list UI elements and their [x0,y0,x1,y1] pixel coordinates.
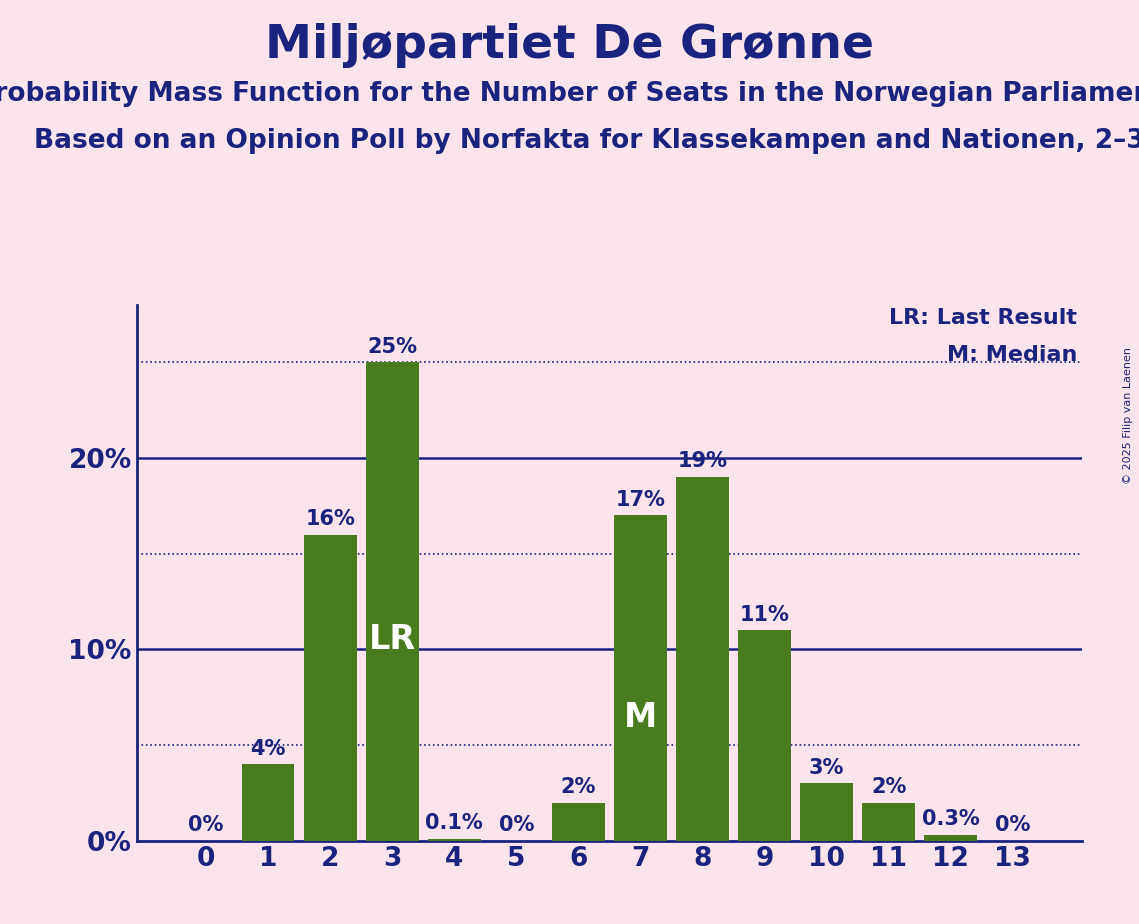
Text: 25%: 25% [367,336,417,357]
Text: M: Median: M: Median [947,346,1077,365]
Bar [304,535,357,841]
Bar [428,839,481,841]
Text: Probability Mass Function for the Number of Seats in the Norwegian Parliament: Probability Mass Function for the Number… [0,81,1139,107]
Text: 0%: 0% [188,815,223,835]
Bar [924,835,977,841]
Text: 19%: 19% [678,452,728,471]
Text: 2%: 2% [560,777,596,796]
Text: © 2025 Filip van Laenen: © 2025 Filip van Laenen [1123,347,1133,484]
Text: 2%: 2% [871,777,907,796]
Bar [862,803,915,841]
Text: LR: Last Result: LR: Last Result [890,308,1077,328]
Bar [738,630,790,841]
Text: Based on an Opinion Poll by Norfakta for Klassekampen and Nationen, 2–3 November: Based on an Opinion Poll by Norfakta for… [34,128,1139,153]
Text: Miljøpartiet De Grønne: Miljøpartiet De Grønne [265,23,874,68]
Text: 17%: 17% [615,490,665,510]
Text: 0.1%: 0.1% [425,813,483,833]
Text: 0.3%: 0.3% [921,809,980,830]
Text: 16%: 16% [305,509,355,529]
Text: LR: LR [369,624,416,656]
Text: M: M [624,700,657,734]
Text: 11%: 11% [739,604,789,625]
Text: 3%: 3% [809,758,844,778]
Bar [366,362,418,841]
Text: 4%: 4% [251,738,286,759]
Text: 0%: 0% [499,815,534,835]
Bar [552,803,605,841]
Text: 0%: 0% [995,815,1031,835]
Bar [801,784,853,841]
Bar [614,516,666,841]
Bar [677,477,729,841]
Bar [241,764,295,841]
